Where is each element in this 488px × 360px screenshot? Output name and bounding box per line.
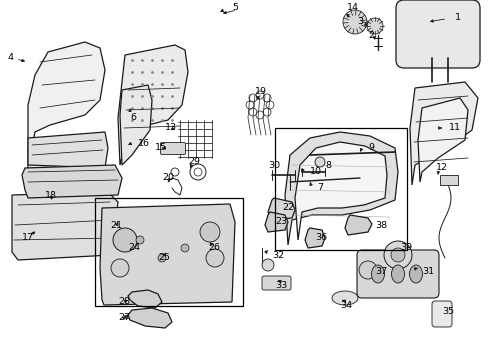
Polygon shape [285,132,397,245]
Circle shape [158,254,165,262]
Circle shape [314,157,325,167]
Text: 10: 10 [309,167,321,176]
Text: 3: 3 [356,18,363,27]
Text: 31: 31 [421,267,433,276]
Polygon shape [28,42,105,165]
Text: 4: 4 [8,54,14,63]
Text: 6: 6 [130,113,136,122]
Text: 21: 21 [110,220,122,230]
Circle shape [181,244,189,252]
Text: 38: 38 [374,220,386,230]
Polygon shape [120,85,152,165]
Text: 34: 34 [339,301,351,310]
Text: 25: 25 [158,253,170,262]
Polygon shape [294,142,386,240]
Text: 18: 18 [45,190,57,199]
Polygon shape [28,132,108,172]
Text: 19: 19 [254,87,266,96]
Circle shape [205,249,224,267]
Text: 5: 5 [231,4,238,13]
Polygon shape [128,308,172,328]
Ellipse shape [371,265,384,283]
Circle shape [136,236,143,244]
Text: 9: 9 [367,144,373,153]
Text: 24: 24 [128,243,140,252]
Text: 33: 33 [274,280,286,289]
Text: 20: 20 [162,174,174,183]
Text: 2: 2 [367,31,373,40]
Polygon shape [345,215,371,235]
Text: 12: 12 [435,163,447,172]
Polygon shape [100,204,235,305]
Bar [274,128,406,250]
Circle shape [262,259,273,271]
Polygon shape [264,212,287,232]
Text: 27: 27 [118,314,130,323]
Text: 16: 16 [138,139,150,148]
Circle shape [358,261,376,279]
Ellipse shape [331,291,357,305]
Text: 39: 39 [399,243,411,252]
Text: 17: 17 [22,234,34,243]
Text: 13: 13 [164,123,177,132]
Circle shape [113,228,137,252]
Text: 28: 28 [118,297,130,306]
Circle shape [200,222,220,242]
Text: 14: 14 [346,4,358,13]
Bar [95,198,243,306]
Text: 8: 8 [325,161,330,170]
Polygon shape [417,98,467,182]
Text: 1: 1 [454,13,460,22]
Polygon shape [409,82,477,185]
Circle shape [390,248,404,262]
Text: 23: 23 [274,217,286,226]
FancyBboxPatch shape [160,143,185,154]
Text: 7: 7 [316,184,323,193]
Polygon shape [28,165,115,195]
Circle shape [342,10,366,34]
Polygon shape [12,192,118,260]
FancyBboxPatch shape [262,276,290,290]
Text: 11: 11 [448,123,460,132]
Bar [439,175,457,185]
Ellipse shape [391,265,404,283]
Circle shape [366,18,382,34]
Circle shape [383,241,411,269]
Text: 37: 37 [374,267,386,276]
Polygon shape [267,198,294,220]
FancyBboxPatch shape [395,0,479,68]
FancyBboxPatch shape [356,250,438,298]
Text: 36: 36 [314,234,326,243]
Text: 35: 35 [441,307,453,316]
Ellipse shape [408,265,422,283]
Polygon shape [22,165,122,198]
Polygon shape [305,228,325,248]
Text: 15: 15 [155,144,167,153]
Text: 30: 30 [267,161,280,170]
Text: 29: 29 [187,158,200,166]
Text: 32: 32 [271,251,284,260]
Text: 22: 22 [282,203,293,212]
Polygon shape [128,290,162,308]
Polygon shape [118,45,187,165]
FancyBboxPatch shape [431,301,451,327]
Circle shape [111,259,129,277]
Text: 26: 26 [207,243,220,252]
